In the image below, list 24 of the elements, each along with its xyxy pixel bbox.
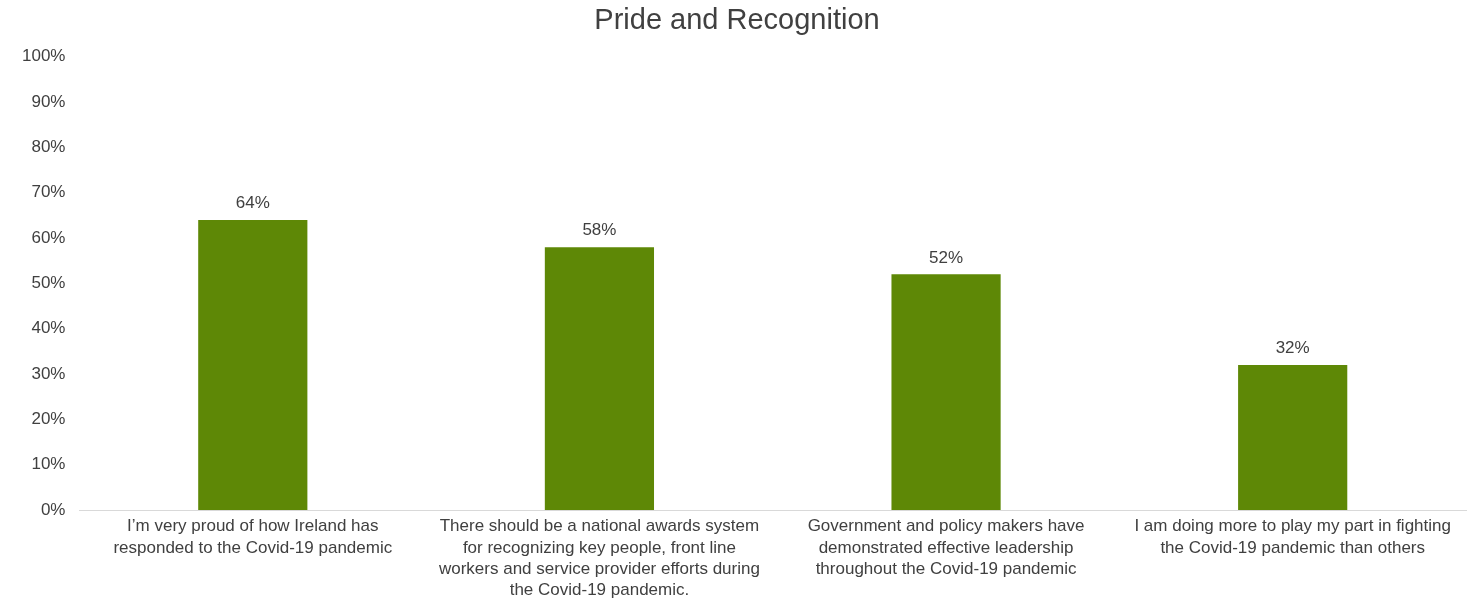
y-tick-label: 10% — [31, 454, 66, 474]
data-label: 58% — [582, 220, 617, 240]
y-tick-label: 80% — [31, 137, 66, 157]
bar — [1238, 364, 1348, 510]
data-label: 32% — [1275, 338, 1310, 358]
y-tick-label: 40% — [31, 318, 66, 338]
x-tick-label: I’m very proud of how Ireland has responded to the Covid-19 pandemic — [113, 516, 393, 557]
bar — [891, 274, 1001, 510]
y-tick-label: 20% — [31, 409, 66, 429]
x-tick-label: Government and policy makers have demonstrated effective leadership throughout the Covid-19 pandemic — [807, 516, 1085, 578]
bar — [198, 219, 308, 510]
y-tick-label: 100% — [22, 46, 66, 66]
chart-title: Pride and Recognition — [594, 3, 880, 36]
y-tick-label: 70% — [31, 182, 66, 202]
y-tick-label: 30% — [31, 363, 66, 383]
x-tick-label: There should be a national awards system for recognizing key people, front line workers and service provider efforts during the Covid-19 pandemic. — [437, 516, 760, 600]
y-tick-label: 0% — [40, 499, 66, 519]
x-tick-label: I am doing more to play my part in fighting the Covid-19 pandemic than others — [1134, 516, 1451, 557]
y-tick-label: 90% — [31, 91, 66, 111]
bar — [544, 247, 655, 510]
y-tick-label: 60% — [31, 227, 66, 247]
data-label: 52% — [929, 247, 964, 267]
y-tick-label: 50% — [31, 273, 66, 293]
data-label: 64% — [235, 193, 270, 213]
